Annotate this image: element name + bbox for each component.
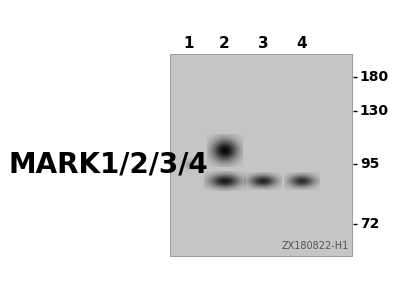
Text: ZX180822-H1: ZX180822-H1 [281, 241, 348, 251]
Text: MARK1/2/3/4: MARK1/2/3/4 [9, 150, 208, 178]
Text: 2: 2 [219, 36, 230, 51]
Text: 72: 72 [360, 217, 379, 231]
Text: 3: 3 [258, 36, 268, 51]
Text: 180: 180 [360, 70, 389, 84]
Bar [170, 54, 352, 256]
Text: 4: 4 [297, 36, 307, 51]
Text: 1: 1 [184, 36, 194, 51]
Text: 130: 130 [360, 105, 389, 119]
Text: 95: 95 [360, 157, 379, 171]
